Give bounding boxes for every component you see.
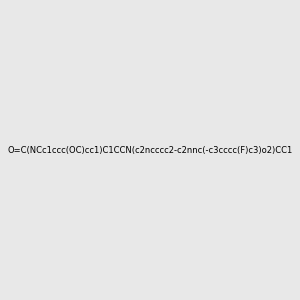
Text: O=C(NCc1ccc(OC)cc1)C1CCN(c2ncccc2-c2nnc(-c3cccc(F)c3)o2)CC1: O=C(NCc1ccc(OC)cc1)C1CCN(c2ncccc2-c2nnc(…: [8, 146, 292, 154]
